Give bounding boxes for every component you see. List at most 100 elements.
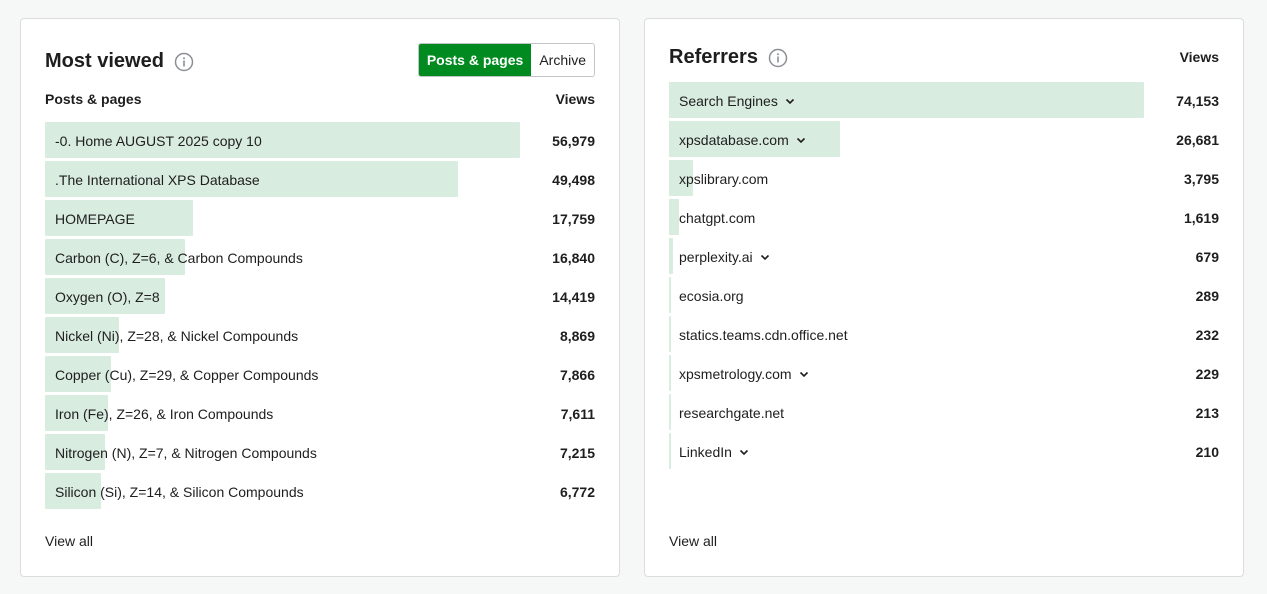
row-label[interactable]: Nickel (Ni), Z=28, & Nickel Compounds bbox=[55, 327, 299, 344]
referrer-row[interactable]: ecosia.org 289 bbox=[669, 276, 1219, 315]
row-label[interactable]: statics.teams.cdn.office.net bbox=[679, 326, 848, 343]
row-label[interactable]: xpsdatabase.com bbox=[679, 131, 789, 148]
views-bar bbox=[669, 316, 671, 352]
row-label[interactable]: Oxygen (O), Z=8 bbox=[55, 288, 160, 305]
row-label-wrap: Copper (Cu), Z=29, & Copper Compounds bbox=[45, 367, 318, 383]
row-views-value: 7,866 bbox=[559, 366, 595, 383]
row-views-value: 289 bbox=[1195, 287, 1219, 304]
row-label[interactable]: perplexity.ai bbox=[679, 248, 753, 265]
row-label[interactable]: xpslibrary.com bbox=[679, 170, 769, 187]
row-views-value: 8,869 bbox=[559, 327, 595, 344]
row-label-wrap: Nickel (Ni), Z=28, & Nickel Compounds bbox=[45, 328, 298, 344]
post-row[interactable]: Oxygen (O), Z=8 14,419 bbox=[45, 277, 595, 316]
row-label[interactable]: LinkedIn bbox=[679, 443, 732, 460]
posts-pages-toggle-button[interactable]: Posts & pages bbox=[418, 44, 532, 76]
row-label-wrap: Silicon (Si), Z=14, & Silicon Compounds bbox=[45, 484, 304, 500]
row-label[interactable]: Carbon (C), Z=6, & Carbon Compounds bbox=[55, 249, 303, 266]
row-views-value: 7,215 bbox=[559, 444, 595, 461]
referrer-row[interactable]: xpsdatabase.com 26,681 bbox=[669, 120, 1219, 159]
row-label[interactable]: .The International XPS Database bbox=[55, 171, 260, 188]
row-views-value: 7,611 bbox=[560, 405, 595, 422]
row-views-value: 56,979 bbox=[552, 132, 595, 149]
most-viewed-column-header: Posts & pages Views bbox=[45, 91, 595, 107]
row-label-wrap: Oxygen (O), Z=8 bbox=[45, 289, 160, 305]
views-bar bbox=[45, 161, 458, 197]
row-label[interactable]: Nitrogen (N), Z=7, & Nitrogen Compounds bbox=[55, 444, 317, 461]
most-viewed-card: Most viewed Posts & pages Archive Posts … bbox=[20, 18, 620, 577]
referrers-title-wrap: Referrers bbox=[669, 46, 788, 69]
content-type-toggle: Posts & pages Archive bbox=[417, 43, 595, 77]
chevron-down-icon[interactable] bbox=[798, 368, 810, 380]
row-label-wrap: Carbon (C), Z=6, & Carbon Compounds bbox=[45, 250, 303, 266]
row-label[interactable]: researchgate.net bbox=[679, 404, 785, 421]
row-label-wrap: Iron (Fe), Z=26, & Iron Compounds bbox=[45, 406, 273, 422]
views-column-label: Views bbox=[1179, 49, 1219, 65]
post-row[interactable]: HOMEPAGE 17,759 bbox=[45, 199, 595, 238]
post-row[interactable]: Nickel (Ni), Z=28, & Nickel Compounds 8,8… bbox=[45, 316, 595, 355]
post-row[interactable]: Carbon (C), Z=6, & Carbon Compounds 16,84… bbox=[45, 238, 595, 277]
referrer-row[interactable]: statics.teams.cdn.office.net 232 bbox=[669, 315, 1219, 354]
views-bar bbox=[45, 317, 119, 353]
post-row[interactable]: -0. Home AUGUST 2025 copy 10 56,979 bbox=[45, 121, 595, 160]
row-label[interactable]: Search Engines bbox=[679, 92, 778, 109]
chevron-down-icon[interactable] bbox=[795, 134, 807, 146]
row-views-value: 229 bbox=[1195, 365, 1219, 382]
views-bar bbox=[669, 121, 840, 157]
posts-pages-column-label: Posts & pages bbox=[45, 91, 142, 107]
referrer-row[interactable]: Search Engines 74,153 bbox=[669, 81, 1219, 120]
row-views-value: 679 bbox=[1195, 248, 1219, 265]
row-views-value: 14,419 bbox=[552, 288, 595, 305]
referrer-row[interactable]: xpsmetrology.com 229 bbox=[669, 354, 1219, 393]
referrer-row[interactable]: LinkedIn 210 bbox=[669, 432, 1219, 471]
views-bar bbox=[45, 434, 105, 470]
row-views-value: 49,498 bbox=[552, 171, 595, 188]
row-views-value: 6,772 bbox=[559, 483, 595, 500]
views-bar bbox=[669, 82, 1144, 118]
row-views-value: 232 bbox=[1195, 326, 1219, 343]
views-bar bbox=[45, 122, 520, 158]
post-row[interactable]: Silicon (Si), Z=14, & Silicon Compounds 6… bbox=[45, 472, 595, 511]
chevron-down-icon[interactable] bbox=[738, 446, 750, 458]
referrer-row[interactable]: researchgate.net 213 bbox=[669, 393, 1219, 432]
row-label-wrap: xpsmetrology.com bbox=[669, 366, 810, 382]
row-label-wrap: xpslibrary.com bbox=[669, 171, 768, 187]
row-label[interactable]: Silicon (Si), Z=14, & Silicon Compounds bbox=[55, 483, 304, 500]
row-label[interactable]: Copper (Cu), Z=29, & Copper Compounds bbox=[55, 366, 319, 383]
row-views-value: 17,759 bbox=[552, 210, 595, 227]
referrers-title: Referrers bbox=[669, 46, 758, 68]
most-viewed-view-all-link[interactable]: View all bbox=[45, 533, 93, 549]
row-label[interactable]: ecosia.org bbox=[679, 287, 744, 304]
chevron-down-icon[interactable] bbox=[759, 251, 771, 263]
most-viewed-title: Most viewed bbox=[45, 50, 164, 72]
referrer-row[interactable]: perplexity.ai 679 bbox=[669, 237, 1219, 276]
row-views-value: 74,153 bbox=[1176, 92, 1219, 109]
post-row[interactable]: Copper (Cu), Z=29, & Copper Compounds 7,8… bbox=[45, 355, 595, 394]
row-views-value: 26,681 bbox=[1176, 131, 1219, 148]
row-label-wrap: -0. Home AUGUST 2025 copy 10 bbox=[45, 133, 262, 149]
row-label[interactable]: chatgpt.com bbox=[679, 209, 756, 226]
referrers-list: Search Engines 74,153 xpsdatabase.com 26,68… bbox=[669, 81, 1219, 471]
row-label[interactable]: xpsmetrology.com bbox=[679, 365, 792, 382]
views-bar bbox=[45, 473, 101, 509]
info-icon[interactable] bbox=[768, 48, 788, 68]
post-row[interactable]: Nitrogen (N), Z=7, & Nitrogen Compounds 7… bbox=[45, 433, 595, 472]
views-bar bbox=[669, 277, 671, 313]
referrer-row[interactable]: chatgpt.com 1,619 bbox=[669, 198, 1219, 237]
info-icon[interactable] bbox=[174, 52, 194, 72]
most-viewed-header: Most viewed Posts & pages Archive bbox=[45, 19, 595, 89]
row-label[interactable]: -0. Home AUGUST 2025 copy 10 bbox=[55, 132, 262, 149]
row-label[interactable]: Iron (Fe), Z=26, & Iron Compounds bbox=[55, 405, 274, 422]
post-row[interactable]: Iron (Fe), Z=26, & Iron Compounds 7,611 bbox=[45, 394, 595, 433]
views-bar bbox=[669, 160, 693, 196]
most-viewed-title-wrap: Most viewed bbox=[45, 50, 194, 73]
archive-toggle-button[interactable]: Archive bbox=[531, 44, 594, 76]
row-views-value: 213 bbox=[1195, 404, 1219, 421]
views-bar bbox=[45, 356, 111, 392]
post-row[interactable]: .The International XPS Database 49,498 bbox=[45, 160, 595, 199]
referrer-row[interactable]: xpslibrary.com 3,795 bbox=[669, 159, 1219, 198]
referrers-card: Referrers Views Search Engines 74,153 xpsd… bbox=[644, 18, 1244, 577]
row-label[interactable]: HOMEPAGE bbox=[55, 210, 135, 227]
most-viewed-list: -0. Home AUGUST 2025 copy 10 56,979 .The I… bbox=[45, 121, 595, 511]
chevron-down-icon[interactable] bbox=[784, 95, 796, 107]
referrers-view-all-link[interactable]: View all bbox=[669, 533, 717, 549]
